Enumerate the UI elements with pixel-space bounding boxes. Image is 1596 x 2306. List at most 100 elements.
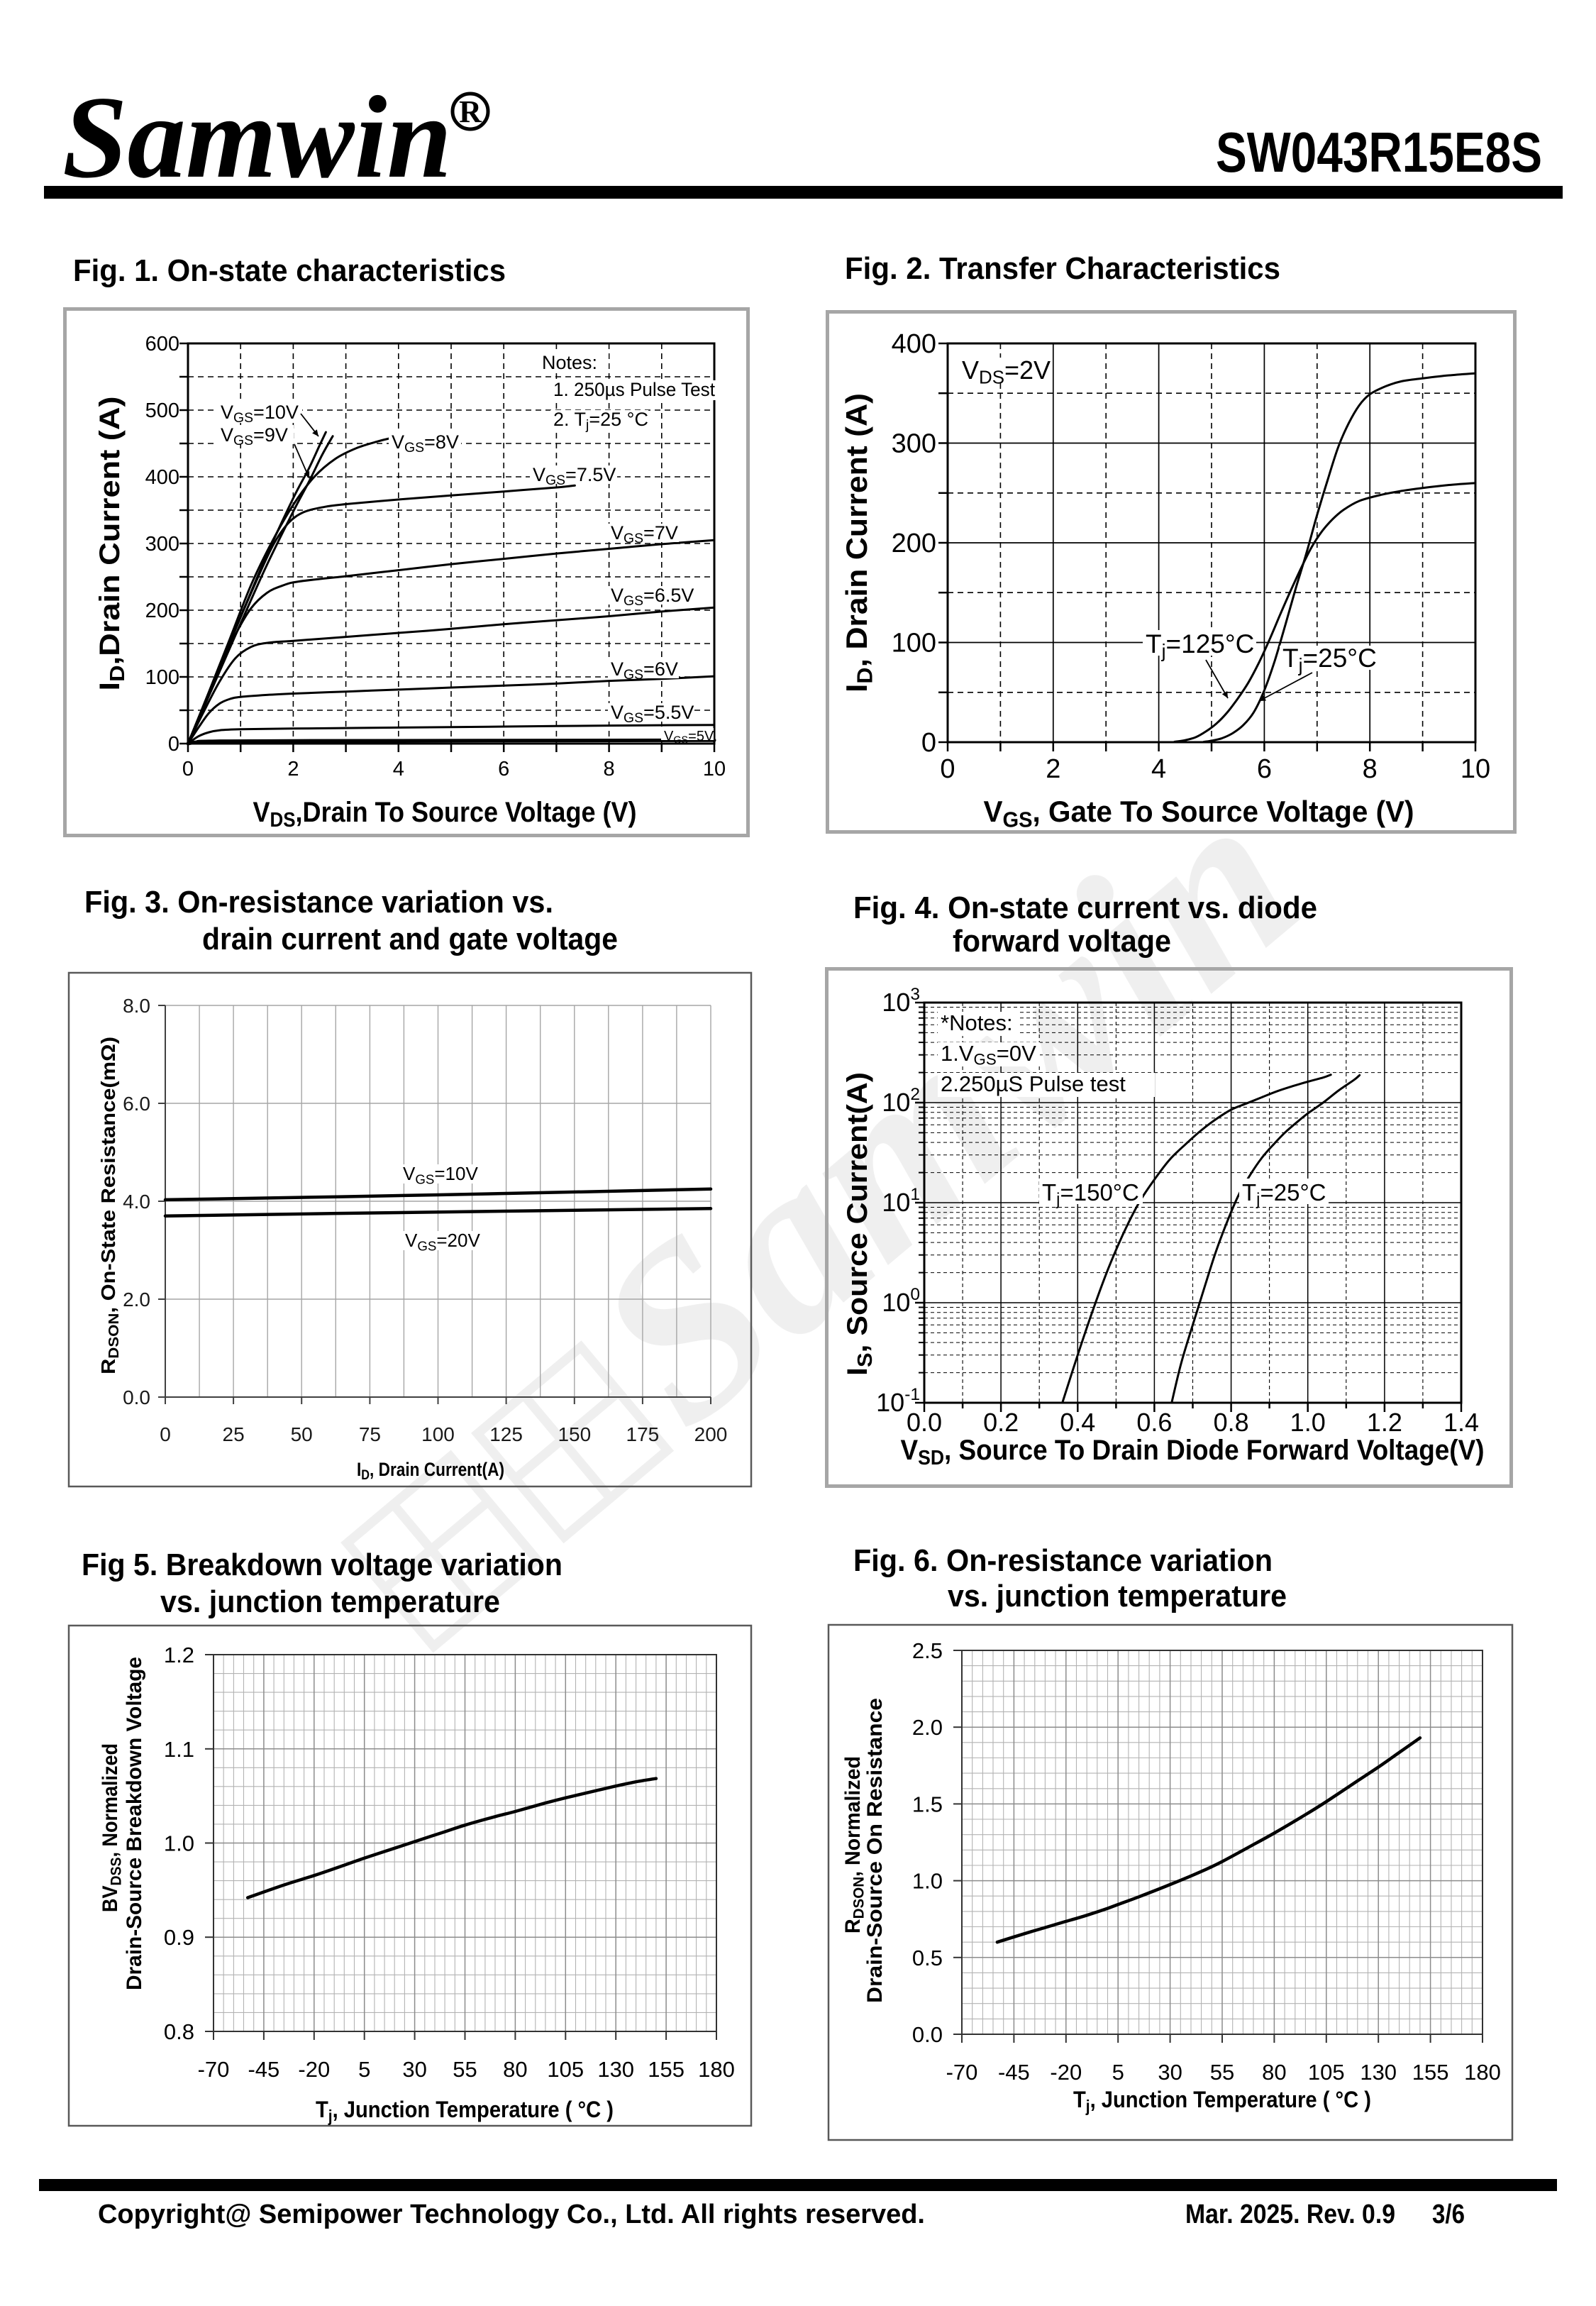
svg-text:1.4: 1.4 [1443,1408,1479,1437]
svg-text:Tj, Junction Temperature ( °C: Tj, Junction Temperature ( °C ) [1073,2087,1371,2115]
svg-text:VGS=6.5V: VGS=6.5V [611,585,694,609]
svg-text:-45: -45 [998,2060,1030,2085]
svg-text:Tj=25°C: Tj=25°C [1242,1179,1326,1209]
svg-text:0: 0 [168,733,179,756]
svg-text:BVDSS, Normalized: BVDSS, Normalized [99,1743,124,1912]
svg-text:0.0: 0.0 [912,2022,943,2047]
svg-text:5: 5 [1112,2060,1124,2085]
svg-text:VGS, Gate To Source Voltage: VGS, Gate To Source Voltage (V) [984,795,1414,832]
svg-text:0: 0 [182,758,194,780]
svg-text:6: 6 [498,758,509,780]
svg-text:Fig. 4. On-state current vs. d: Fig. 4. On-state current vs. diode [853,890,1317,925]
svg-text:VGS=20V: VGS=20V [405,1230,480,1254]
svg-text:drain current and gate voltage: drain current and gate voltage [202,922,618,956]
svg-text:0.6: 0.6 [1136,1408,1172,1437]
svg-text:ID,Drain Current (A): ID,Drain Current (A) [94,397,129,691]
svg-text:5: 5 [358,2057,370,2082]
svg-text:300: 300 [145,533,179,556]
svg-text:100: 100 [145,666,179,689]
svg-text:VSD, Source To Drain Diode For: VSD, Source To Drain Diode Forward Volta… [901,1435,1485,1469]
svg-text:175: 175 [626,1423,660,1445]
svg-text:6.0: 6.0 [123,1093,150,1115]
svg-text:8: 8 [1363,754,1378,784]
svg-text:vs. junction temperature: vs. junction temperature [160,1584,500,1619]
svg-text:80: 80 [503,2057,527,2082]
svg-text:1.VGS=0V: 1.VGS=0V [941,1041,1036,1069]
svg-text:SW043R15E8S: SW043R15E8S [1216,121,1542,184]
svg-text:VGS=7.5V: VGS=7.5V [533,464,616,488]
svg-text:2.0: 2.0 [912,1715,943,1740]
svg-text:2.0: 2.0 [123,1289,150,1311]
svg-text:80: 80 [1262,2060,1286,2085]
svg-text:4: 4 [393,758,404,780]
svg-text:8: 8 [604,758,615,780]
svg-text:200: 200 [892,529,936,558]
svg-text:Fig 5. Breakdown voltage varia: Fig 5. Breakdown voltage variation [82,1548,563,1582]
svg-text:4: 4 [1151,754,1166,784]
svg-text:ID, Drain Current(A): ID, Drain Current(A) [357,1459,504,1483]
svg-text:200: 200 [694,1423,728,1445]
svg-text:Drain-Source Breakdown Voltage: Drain-Source Breakdown Voltage [123,1657,146,1990]
svg-text:VDS,Drain To Source Voltage (V: VDS,Drain To Source Voltage (V) [253,797,637,832]
svg-text:-20: -20 [1050,2060,1082,2085]
svg-text:100: 100 [892,629,936,658]
svg-text:30: 30 [1158,2060,1182,2085]
svg-text:ID, Drain Current (A): ID, Drain Current (A) [840,393,877,693]
svg-text:0.2: 0.2 [983,1408,1019,1437]
svg-text:130: 130 [1360,2060,1397,2085]
svg-text:2. Tj=25 °C: 2. Tj=25 °C [553,409,648,433]
svg-text:VGS=10V: VGS=10V [403,1163,478,1187]
svg-text:1.0: 1.0 [164,1831,194,1856]
svg-text:*Notes:: *Notes: [941,1010,1013,1035]
svg-text:1.0: 1.0 [912,1869,943,1894]
svg-text:VGS=6V: VGS=6V [611,658,678,683]
svg-text:0.0: 0.0 [123,1386,150,1408]
svg-text:Tj, Junction Temperature ( °C: Tj, Junction Temperature ( °C ) [316,2097,614,2125]
svg-text:Fig. 6. On-resistance variatio: Fig. 6. On-resistance variation [853,1543,1273,1578]
svg-text:R: R [459,94,482,129]
svg-text:forward voltage: forward voltage [953,924,1171,959]
svg-text:0.4: 0.4 [1060,1408,1095,1437]
svg-text:-20: -20 [298,2057,330,2082]
svg-text:0: 0 [921,728,936,758]
svg-text:125: 125 [489,1423,523,1445]
svg-text:400: 400 [145,466,179,489]
svg-text:155: 155 [1412,2060,1449,2085]
svg-text:Fig. 2. Transfer Characteristi: Fig. 2. Transfer Characteristics [845,251,1280,286]
svg-text:130: 130 [597,2057,634,2082]
svg-text:VGS=7V: VGS=7V [611,522,678,546]
svg-text:Fig. 3. On-resistance variatio: Fig. 3. On-resistance variation vs. [84,885,553,920]
svg-text:3/6: 3/6 [1432,2200,1465,2229]
svg-text:0.0: 0.0 [907,1408,942,1437]
svg-text:Tj=25°C: Tj=25°C [1282,644,1377,676]
svg-text:10: 10 [1461,754,1490,784]
svg-text:1.1: 1.1 [164,1737,194,1762]
svg-text:0.5: 0.5 [912,1946,943,1970]
svg-text:Samwin: Samwin [62,72,452,202]
svg-text:600: 600 [145,333,179,355]
svg-text:0: 0 [160,1423,171,1445]
svg-text:VGS=5.5V: VGS=5.5V [611,702,694,726]
svg-text:400: 400 [892,329,936,359]
svg-text:VGS=10V: VGS=10V [221,402,299,426]
svg-text:Drain-Source On Resistance: Drain-Source On Resistance [863,1698,887,2003]
svg-text:-70: -70 [946,2060,978,2085]
svg-text:10: 10 [703,758,726,780]
svg-text:6: 6 [1257,754,1272,784]
svg-text:IS, Source Current(A): IS, Source Current(A) [842,1072,877,1376]
svg-text:30: 30 [402,2057,426,2082]
svg-text:155: 155 [648,2057,685,2082]
svg-text:50: 50 [291,1423,313,1445]
svg-text:-70: -70 [198,2057,230,2082]
svg-text:75: 75 [359,1423,381,1445]
svg-text:Copyright@ Semipower Technolog: Copyright@ Semipower Technology Co., Ltd… [98,2200,925,2229]
svg-text:VDS=2V: VDS=2V [962,355,1051,388]
svg-text:105: 105 [1308,2060,1345,2085]
svg-text:VGS=5V: VGS=5V [664,729,714,746]
svg-text:180: 180 [1464,2060,1501,2085]
svg-text:0: 0 [940,754,955,784]
svg-text:8.0: 8.0 [123,995,150,1017]
svg-text:VGS=9V: VGS=9V [221,424,288,448]
svg-text:2: 2 [1046,754,1060,784]
svg-text:1.0: 1.0 [1290,1408,1326,1437]
